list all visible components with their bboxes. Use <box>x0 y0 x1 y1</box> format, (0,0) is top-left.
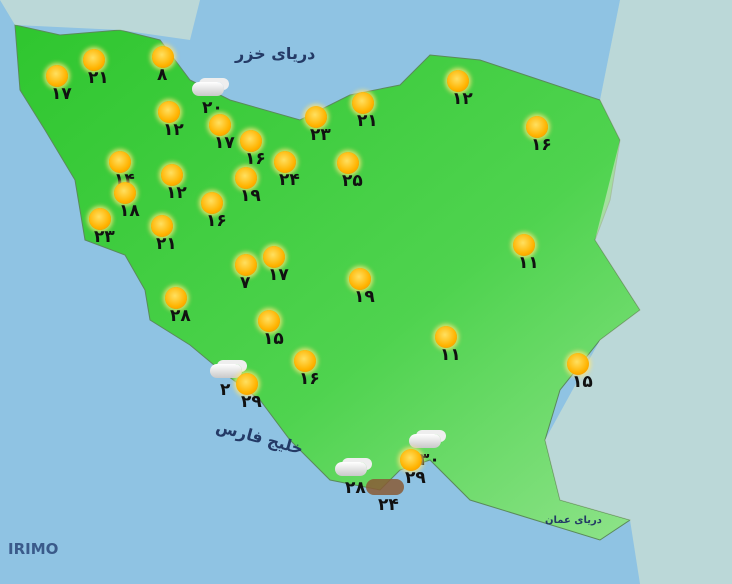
temperature-label: ۲۸ <box>345 478 366 498</box>
sun-icon <box>240 130 262 152</box>
sun-icon <box>305 106 327 128</box>
sun-icon <box>158 101 180 123</box>
temperature-label: ۱۲ <box>452 89 473 109</box>
temperature-label: ۱۹ <box>354 287 375 307</box>
sun-icon <box>400 449 422 471</box>
sun-icon <box>263 246 285 268</box>
oman-sea-label: دریای عمان <box>545 515 602 526</box>
sun-icon <box>46 65 68 87</box>
sun-icon <box>236 373 258 395</box>
temperature-label: ۱۸ <box>119 201 140 221</box>
sun-icon <box>352 92 374 114</box>
sun-icon <box>274 151 296 173</box>
temperature-label: ۲۸ <box>170 306 191 326</box>
sun-icon <box>526 116 548 138</box>
sun-icon <box>567 353 589 375</box>
sun-icon <box>151 215 173 237</box>
sun-icon <box>235 167 257 189</box>
temperature-label: ۱۷ <box>268 265 289 285</box>
temperature-label: ۱۹ <box>240 186 261 206</box>
temperature-label: ۲۹ <box>241 392 262 412</box>
temperature-label: ۱۶ <box>531 135 552 155</box>
sun-icon <box>201 192 223 214</box>
temperature-label: ۲۹ <box>405 468 426 488</box>
temperature-label: ۱۶ <box>206 211 227 231</box>
temperature-label: ۱۱ <box>440 345 461 365</box>
temperature-label: ۲۴ <box>279 170 300 190</box>
temperature-label: ۱۲ <box>166 183 187 203</box>
temperature-label: ۸ <box>157 65 168 85</box>
cloud-icon <box>210 364 242 378</box>
temperature-label: ۱۵ <box>572 372 593 392</box>
dust-icon <box>366 479 404 495</box>
sun-icon <box>435 326 457 348</box>
temperature-label: ۱۶ <box>299 369 320 389</box>
temperature-label: ۱۵ <box>263 329 284 349</box>
sun-icon <box>294 350 316 372</box>
temperature-label: ۲۳ <box>310 125 331 145</box>
sun-icon <box>165 287 187 309</box>
sun-icon <box>89 208 111 230</box>
sun-icon <box>109 151 131 173</box>
temperature-label: ۲ <box>220 380 231 400</box>
cloud-icon <box>335 462 367 476</box>
sun-icon <box>447 70 469 92</box>
temperature-label: ۲۰ <box>202 98 223 118</box>
sun-icon <box>83 49 105 71</box>
temperature-label: ۱۲ <box>163 120 184 140</box>
sun-icon <box>337 152 359 174</box>
sun-icon <box>513 234 535 256</box>
temperature-label: ۲۵ <box>342 171 363 191</box>
temperature-label: ۲۴ <box>378 495 399 515</box>
sun-icon <box>349 268 371 290</box>
sun-icon <box>161 164 183 186</box>
sun-icon <box>152 46 174 68</box>
temperature-label: ۷ <box>240 273 251 293</box>
sun-icon <box>235 254 257 276</box>
caspian-sea-label: دریای خزر <box>235 44 316 63</box>
sun-icon <box>258 310 280 332</box>
sun-icon <box>209 114 231 136</box>
temperature-label: ۱۱ <box>518 253 539 273</box>
temperature-label: ۲۱ <box>88 68 109 88</box>
cloud-icon <box>409 434 441 448</box>
land-iran <box>14 24 641 541</box>
temperature-label: ۳۰ <box>419 450 440 470</box>
cloud-icon <box>192 82 224 96</box>
temperature-label: ۱۷ <box>51 84 72 104</box>
temperature-label: ۱۷ <box>214 133 235 153</box>
temperature-label: ۱۶ <box>245 149 266 169</box>
irimo-logo: IRIMO <box>8 540 59 558</box>
sun-icon <box>114 182 136 204</box>
temperature-label: ۲۳ <box>94 227 115 247</box>
temperature-label: ۲۱ <box>357 111 378 131</box>
temperature-label: ۲۱ <box>156 234 177 254</box>
